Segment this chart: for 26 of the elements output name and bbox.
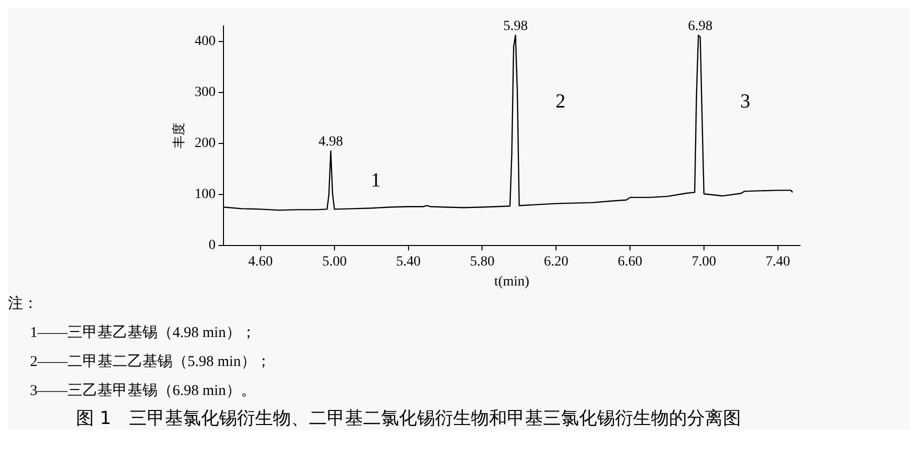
- annotation: 3: [740, 90, 750, 113]
- y-tick-label: 400: [194, 34, 216, 49]
- x-tick-label: 5.80: [470, 254, 494, 270]
- annotation: 5.98: [503, 18, 528, 34]
- y-tick-label: 200: [194, 136, 216, 152]
- annotation: 6.98: [688, 18, 712, 34]
- x-tick-label: 6.60: [618, 254, 642, 270]
- x-tick-label: 7.40: [766, 254, 790, 270]
- annotation: 4.98: [318, 134, 343, 150]
- x-tick-label: 6.20: [544, 254, 568, 270]
- x-tick-label: 5.00: [322, 254, 347, 270]
- text: 注：: [8, 294, 39, 314]
- x-tick-label: 5.40: [396, 254, 421, 270]
- x-tick-label: 4.60: [248, 254, 273, 270]
- x-tick-label: 7.00: [692, 254, 716, 270]
- text: 3——三乙基甲基锡（6.98 min）。: [29, 382, 257, 401]
- y-tick-label: 100: [194, 187, 216, 202]
- text: 图 1 三甲基氯化锡衍生物、二甲基二氯化锡衍生物和甲基三氯化锡衍生物的分离图: [75, 407, 742, 430]
- y-tick-label: 0: [208, 238, 216, 254]
- annotation: 1: [370, 169, 381, 192]
- annotation: 2: [555, 90, 566, 113]
- text: 1——三甲基乙基锡（4.98 min）；: [29, 324, 257, 343]
- y-axis-title: 丰度: [171, 122, 188, 149]
- text: 2——二甲基二乙基锡（5.98 min）；: [29, 352, 272, 372]
- x-axis-title: t(min): [494, 274, 530, 290]
- y-tick-label: 300: [194, 85, 216, 100]
